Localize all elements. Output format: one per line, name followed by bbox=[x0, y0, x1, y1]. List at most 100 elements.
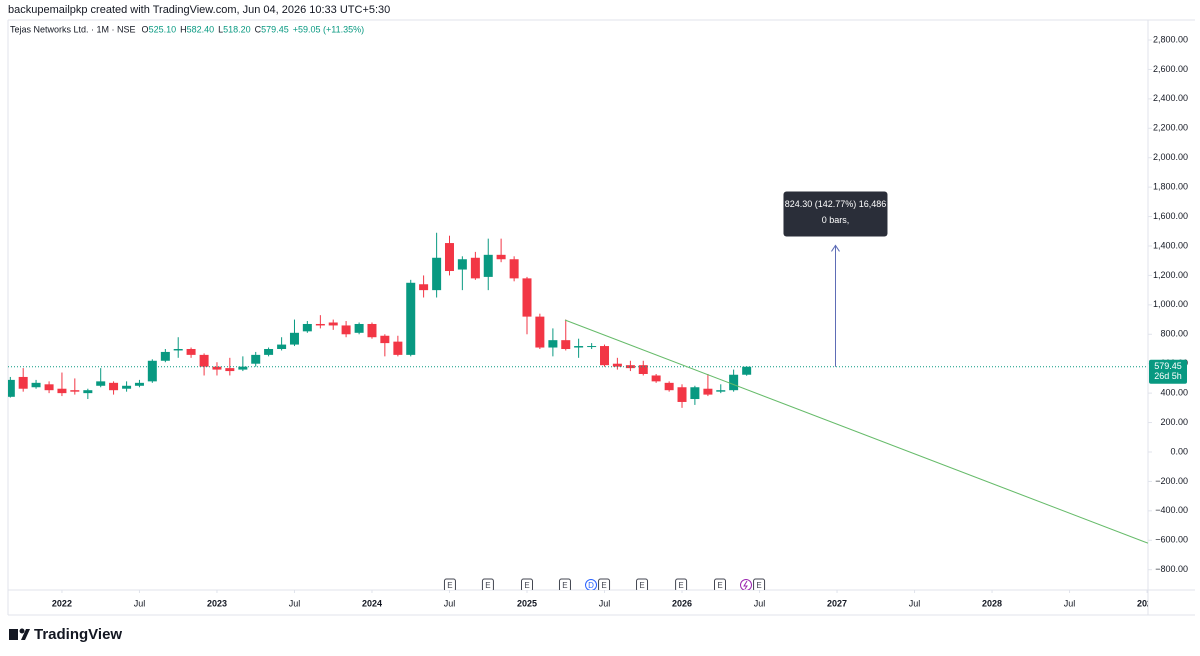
x-tick-label: Jul bbox=[1064, 598, 1076, 608]
x-tick-label: Jul bbox=[289, 598, 301, 608]
candle-body bbox=[212, 366, 222, 370]
x-tick-label: 2023 bbox=[207, 598, 227, 608]
x-tick-label: Jul bbox=[754, 598, 766, 608]
y-tick-label: 400.00 bbox=[1160, 388, 1188, 398]
event-marker bbox=[443, 578, 456, 590]
measure-bars: 0 bars, bbox=[822, 215, 850, 225]
candle-body bbox=[173, 348, 183, 351]
candle-body bbox=[574, 346, 584, 348]
candle-body bbox=[302, 323, 312, 332]
brand-icon bbox=[19, 628, 25, 634]
candle-body bbox=[44, 384, 54, 391]
candle-body bbox=[134, 382, 144, 386]
event-marker bbox=[558, 578, 571, 590]
y-tick-label: −800.00 bbox=[1155, 564, 1188, 574]
ohlc-value: 525.10 bbox=[149, 24, 177, 34]
candle-body bbox=[406, 282, 416, 355]
event-label: E bbox=[485, 581, 490, 590]
candle-body bbox=[561, 340, 571, 349]
candle-body bbox=[70, 390, 80, 392]
split-marker bbox=[740, 579, 752, 590]
y-tick-label: 2,400.00 bbox=[1153, 93, 1188, 103]
brand-icon bbox=[21, 629, 30, 640]
countdown: 26d 5h bbox=[1154, 371, 1182, 381]
legend: Tejas Networks Ltd. · 1M · NSE O 525.10 H 5… bbox=[10, 24, 364, 34]
x-tick-label: 2024 bbox=[362, 598, 382, 608]
event-marker bbox=[598, 578, 611, 590]
candle-body bbox=[315, 323, 325, 326]
symbol-title: Tejas Networks Ltd. · 1M · NSE bbox=[10, 24, 136, 34]
y-tick-label: 2,600.00 bbox=[1153, 64, 1188, 74]
candle-body bbox=[444, 243, 454, 272]
ohlc-prefix: O bbox=[142, 24, 149, 34]
candle-body bbox=[393, 341, 403, 355]
x-tick-label: 2029 bbox=[1137, 598, 1157, 608]
event-marker bbox=[636, 578, 649, 590]
candle-body bbox=[677, 387, 687, 402]
candle-body bbox=[612, 363, 622, 367]
event-marker bbox=[520, 578, 533, 590]
candle-body bbox=[703, 388, 713, 395]
candle-body bbox=[419, 284, 429, 291]
candle-body bbox=[729, 374, 739, 391]
event-label: E bbox=[447, 581, 452, 590]
candle-body bbox=[225, 368, 235, 372]
price-label: 579.45 bbox=[1154, 361, 1182, 371]
candle-body bbox=[651, 375, 661, 382]
candle-body bbox=[341, 325, 351, 335]
event-label: E bbox=[639, 581, 644, 590]
header: backupemailpkp created with TradingView.… bbox=[8, 4, 390, 16]
ohlc-prefix: H bbox=[180, 24, 187, 34]
brand-name: TradingView bbox=[34, 626, 122, 643]
split-icon bbox=[743, 580, 748, 590]
candle-body bbox=[31, 382, 41, 388]
ohlc-prefix: C bbox=[255, 24, 262, 34]
price-label-box bbox=[1149, 359, 1187, 384]
x-tick-label: 2022 bbox=[52, 598, 72, 608]
event-marker bbox=[585, 579, 598, 590]
measure-arrowhead bbox=[831, 244, 840, 252]
event-marker bbox=[675, 578, 688, 590]
candle-body bbox=[600, 346, 610, 366]
event-marker bbox=[481, 578, 494, 590]
x-tick-label: 2027 bbox=[827, 598, 847, 608]
x-tick-label: 2028 bbox=[982, 598, 1002, 608]
candle-body bbox=[147, 360, 157, 382]
y-tick-label: −600.00 bbox=[1155, 535, 1188, 545]
candle-body bbox=[199, 354, 209, 367]
candle-body bbox=[83, 390, 93, 394]
event-marker bbox=[713, 578, 726, 590]
event-label: D bbox=[588, 581, 594, 590]
measure-tooltip bbox=[783, 191, 888, 237]
brand: TradingView bbox=[9, 626, 122, 643]
candle-body bbox=[432, 257, 442, 291]
candle-body bbox=[380, 335, 390, 344]
event-label: E bbox=[562, 581, 567, 590]
candle-body bbox=[109, 382, 119, 391]
y-tick-label: 1,000.00 bbox=[1153, 299, 1188, 309]
event-label: E bbox=[524, 581, 529, 590]
x-tick-label: Jul bbox=[909, 598, 921, 608]
candle-body bbox=[716, 390, 726, 392]
measure-label: 824.30 (142.77%) 16,486 bbox=[785, 199, 887, 209]
y-tick-label: −200.00 bbox=[1155, 476, 1188, 486]
trendline bbox=[564, 319, 1148, 544]
candle-body bbox=[457, 259, 467, 270]
event-label: E bbox=[601, 581, 606, 590]
x-tick-label: Jul bbox=[444, 598, 456, 608]
brand-icon bbox=[9, 629, 18, 640]
candle-body bbox=[483, 254, 493, 277]
candle-body bbox=[587, 346, 597, 348]
candle-body bbox=[277, 344, 287, 349]
candle-body bbox=[328, 322, 338, 326]
candle-body bbox=[18, 376, 28, 389]
event-label: E bbox=[756, 581, 761, 590]
candle-body bbox=[57, 388, 67, 394]
x-tick-label: Jul bbox=[599, 598, 611, 608]
candle-body bbox=[367, 323, 377, 338]
y-tick-label: 2,200.00 bbox=[1153, 123, 1188, 133]
candle-body bbox=[122, 385, 132, 389]
